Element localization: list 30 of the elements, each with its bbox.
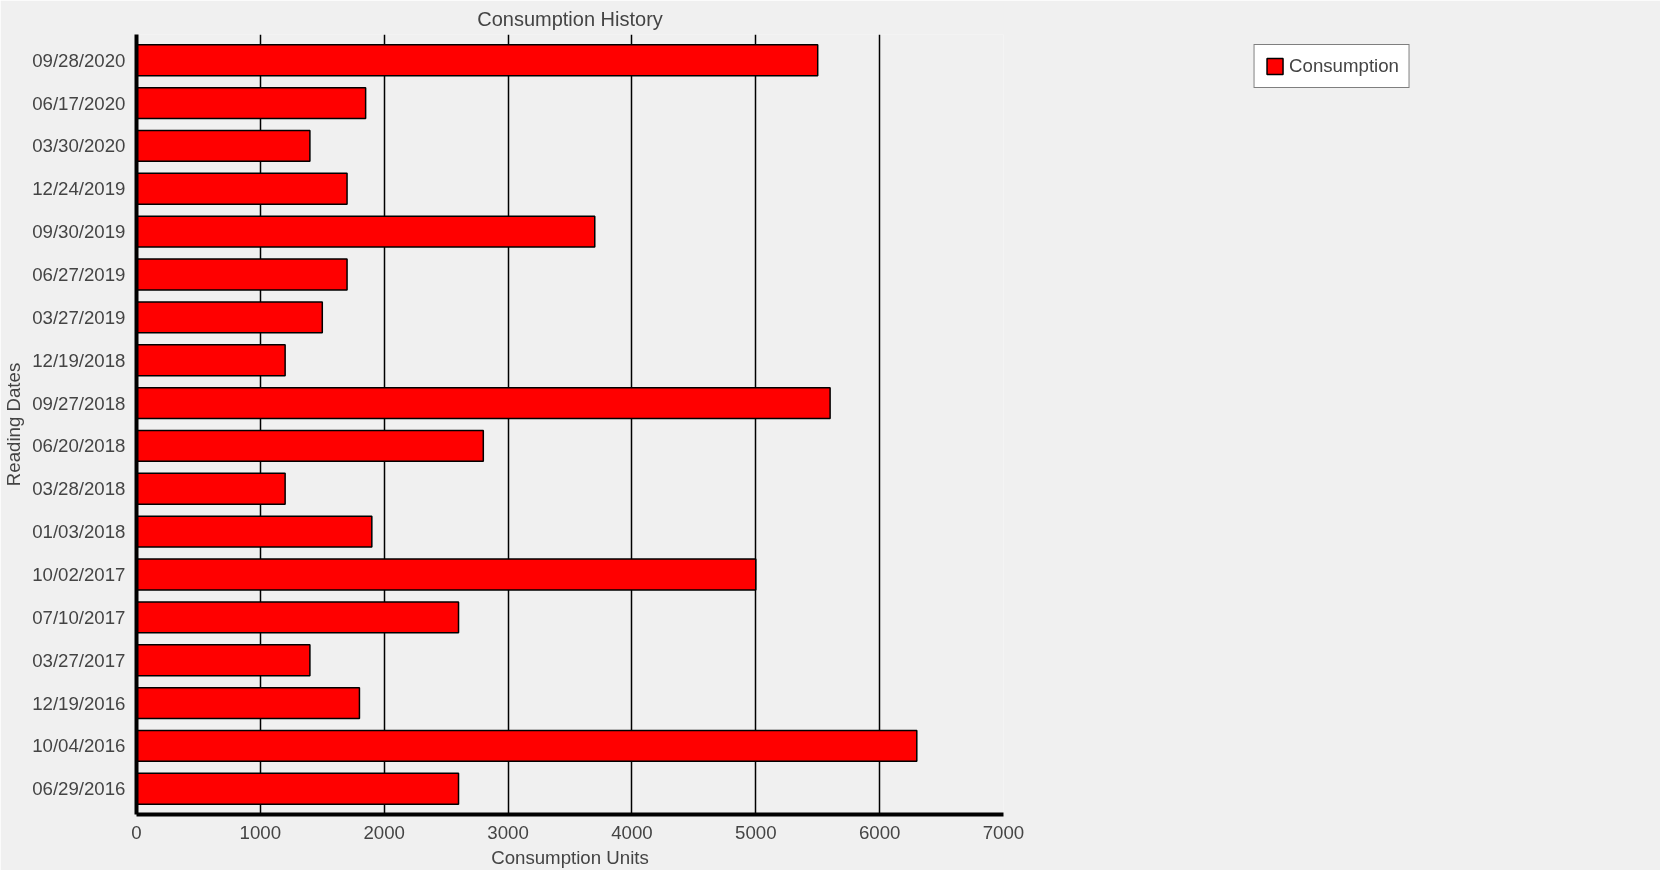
chart-title: Consumption History [477, 7, 663, 30]
y-tick-label: 06/29/2016 [32, 778, 126, 800]
legend-label: Consumption [1289, 55, 1399, 77]
y-tick-label: 01/03/2018 [32, 521, 126, 543]
y-tick-label: 10/04/2016 [32, 735, 126, 757]
y-tick-label: 09/28/2020 [32, 49, 126, 71]
y-tick-label: 12/19/2016 [32, 692, 126, 714]
y-tick-label: 03/28/2018 [32, 478, 126, 500]
x-tick-label: 6000 [858, 821, 901, 843]
y-axis-title: Reading Dates [3, 362, 25, 487]
y-tick-label: 06/17/2020 [32, 92, 126, 114]
x-tick-label: 7000 [982, 821, 1025, 843]
y-tick-label: 12/19/2018 [32, 349, 126, 371]
y-tick-label: 09/27/2018 [32, 392, 126, 414]
x-tick-label: 0 [131, 821, 142, 843]
x-tick-label: 4000 [611, 821, 653, 843]
y-tick-label: 03/27/2019 [32, 306, 126, 328]
y-tick-label: 07/10/2017 [32, 606, 126, 628]
y-tick-label: 06/20/2018 [32, 435, 126, 457]
x-axis-title: Consumption Units [491, 846, 649, 868]
y-tick-label: 12/24/2019 [32, 178, 126, 200]
x-tick-label: 2000 [363, 821, 405, 843]
y-tick-label: 10/02/2017 [32, 564, 126, 585]
y-tick-label: 03/27/2017 [32, 649, 126, 671]
y-tick-label: 09/30/2019 [32, 221, 126, 243]
x-tick-label: 5000 [735, 821, 777, 843]
x-tick-label: 1000 [239, 821, 282, 843]
x-tick-label: 3000 [487, 821, 529, 843]
y-tick-label: 06/27/2019 [32, 264, 126, 285]
y-tick-label: 03/30/2020 [32, 135, 126, 157]
